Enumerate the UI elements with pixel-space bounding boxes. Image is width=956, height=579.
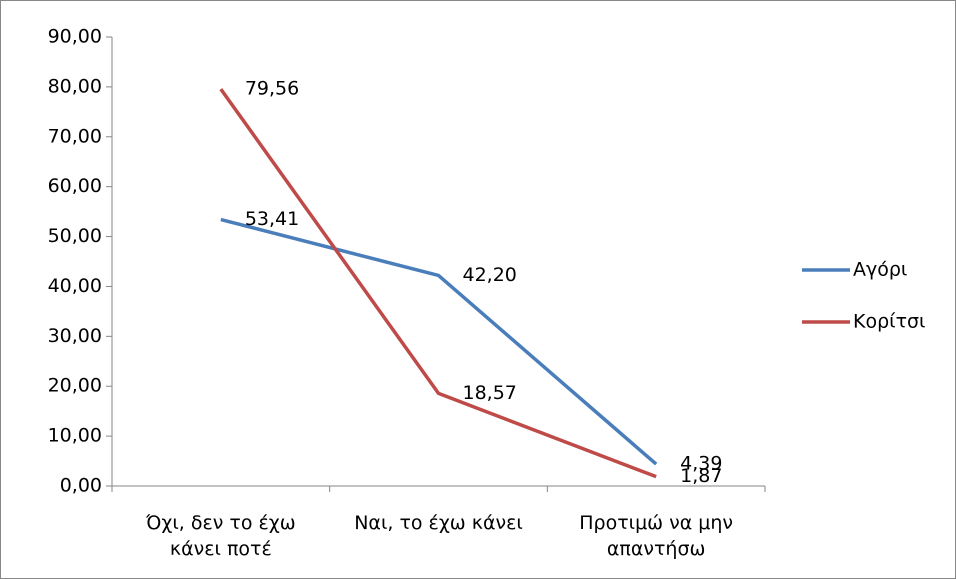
y-tick-label: 0,00 — [60, 475, 102, 497]
data-label: 4,39 — [680, 453, 722, 475]
line-series — [220, 217, 658, 466]
y-tick-label: 20,00 — [48, 375, 102, 397]
data-label: 18,57 — [463, 382, 517, 404]
y-tick-label: 70,00 — [48, 125, 102, 147]
y-tick-label: 60,00 — [48, 175, 102, 197]
x-tick-label: Ναι, το έχω κάνει — [354, 512, 523, 534]
y-tick-label: 50,00 — [48, 225, 102, 247]
data-label: 42,20 — [463, 264, 517, 286]
legend-label: Κορίτσι — [853, 311, 925, 333]
legend-label: Αγόρι — [853, 259, 907, 281]
x-tick-label: Όχι, δεν το έχω κάνει ποτέ — [145, 512, 296, 560]
y-tick-label: 40,00 — [48, 275, 102, 297]
data-label: 79,56 — [245, 78, 299, 100]
y-tick-label: 90,00 — [48, 26, 102, 48]
y-tick-label: 10,00 — [48, 425, 102, 447]
x-tick-label: Προτιμώ να μην απαντήσω — [579, 512, 734, 560]
data-label: 53,41 — [245, 208, 299, 230]
data-label: 1,87 — [680, 465, 722, 487]
y-tick-label: 30,00 — [48, 325, 102, 347]
y-tick-label: 80,00 — [48, 75, 102, 97]
line-series — [219, 88, 657, 479]
